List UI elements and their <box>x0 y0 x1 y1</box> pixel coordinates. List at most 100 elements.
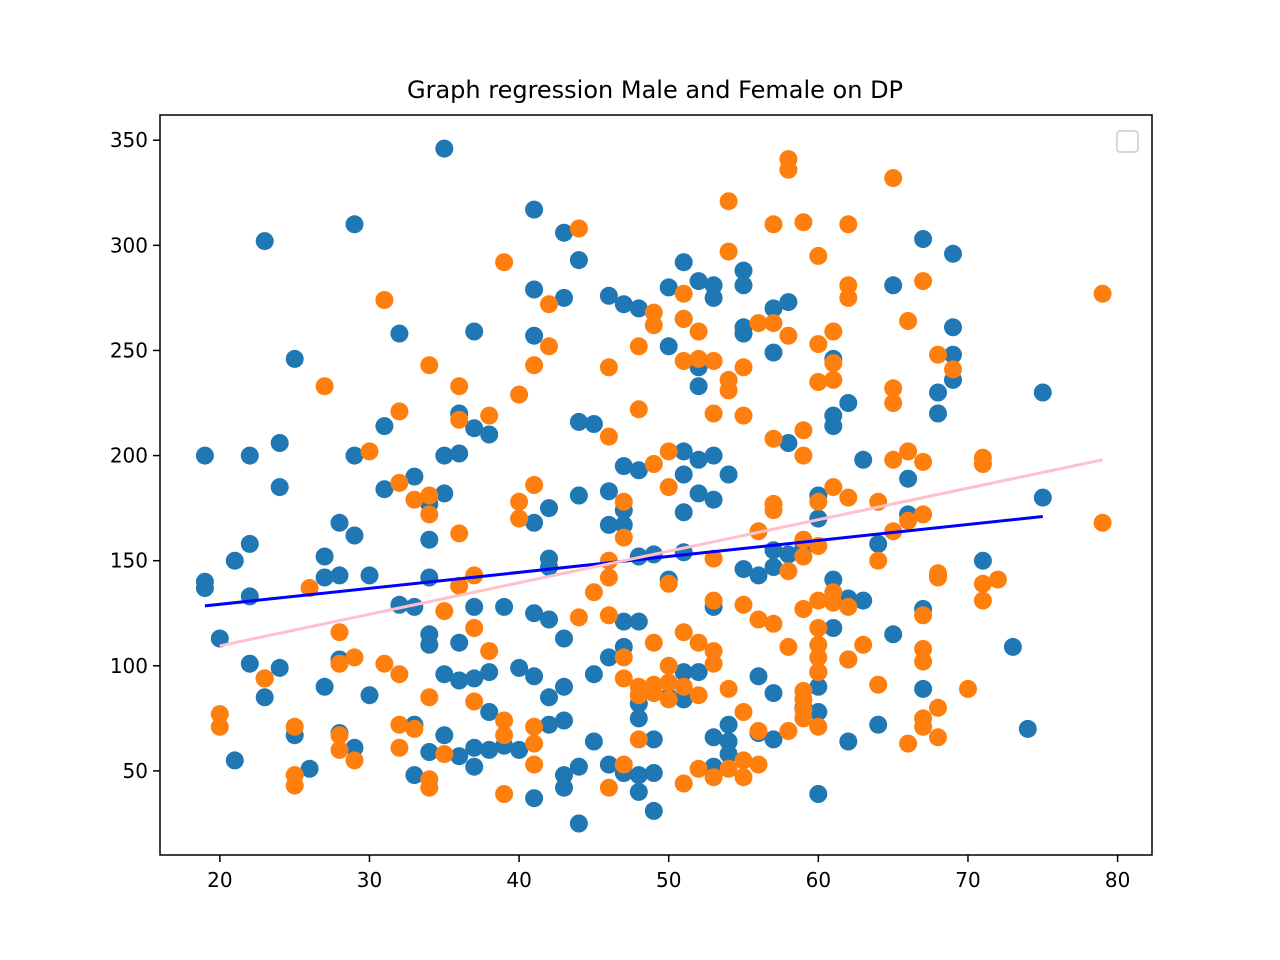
x-tick-label: 80 <box>1105 868 1130 892</box>
scatter-point <box>839 276 858 295</box>
scatter-point <box>420 486 439 505</box>
scatter-point <box>689 759 708 778</box>
scatter-point <box>525 280 544 299</box>
scatter-point <box>689 686 708 705</box>
scatter-point <box>315 547 334 566</box>
scatter-point <box>914 230 933 248</box>
scatter-point <box>599 427 618 446</box>
scatter-point <box>764 614 783 633</box>
scatter-point <box>704 768 723 787</box>
scatter-point <box>929 404 947 423</box>
scatter-point <box>465 322 484 341</box>
scatter-point <box>869 551 888 570</box>
scatter-point <box>764 299 783 318</box>
scatter-point <box>614 612 633 631</box>
scatter-point <box>614 457 633 476</box>
x-tick-label: 40 <box>506 868 531 892</box>
scatter-point <box>973 455 992 473</box>
y-tick-label: 250 <box>110 338 148 362</box>
scatter-point <box>629 400 648 419</box>
scatter-point <box>659 690 678 709</box>
scatter-point <box>599 648 618 667</box>
scatter-point <box>644 730 663 749</box>
scatter-point <box>390 473 409 492</box>
scatter-point <box>555 288 573 307</box>
scatter-point <box>1093 284 1112 303</box>
scatter-point <box>599 606 618 625</box>
y-tick-label: 150 <box>110 549 148 573</box>
scatter-point <box>465 692 484 711</box>
scatter-point <box>779 326 798 345</box>
scatter-point <box>884 169 903 188</box>
scatter-point <box>540 610 558 629</box>
scatter-point <box>689 272 708 291</box>
scatter-point <box>525 734 544 753</box>
scatter-point <box>629 709 648 728</box>
scatter-point <box>764 730 783 749</box>
scatter-point <box>225 751 244 770</box>
scatter-point <box>450 671 469 690</box>
scatter-point <box>614 648 633 667</box>
legend-box <box>1116 130 1139 153</box>
scatter-point <box>614 515 633 534</box>
scatter-point <box>764 215 783 234</box>
scatter-point <box>629 766 648 785</box>
scatter-point <box>809 619 828 637</box>
scatter-point <box>659 656 678 675</box>
scatter-point <box>240 446 259 465</box>
scatter-point <box>270 478 289 497</box>
scatter-point <box>599 515 618 534</box>
scatter-point <box>195 579 214 597</box>
scatter-point <box>659 442 678 461</box>
scatter-point <box>584 732 603 751</box>
x-tick-label: 60 <box>806 868 831 892</box>
scatter-point <box>674 442 693 461</box>
scatter-point <box>764 343 783 362</box>
scatter-point <box>704 549 723 568</box>
scatter-point <box>629 730 648 749</box>
chart-title: Graph regression Male and Female on DP <box>407 76 903 104</box>
scatter-point <box>1018 719 1037 738</box>
scatter-point <box>644 316 663 335</box>
scatter-point <box>809 703 828 721</box>
scatter-point <box>644 764 663 782</box>
scatter-point <box>749 610 768 629</box>
scatter-point <box>495 253 514 272</box>
scatter-point <box>659 478 678 497</box>
scatter-point <box>689 484 708 503</box>
scatter-point <box>569 486 588 505</box>
scatter-point <box>839 288 858 307</box>
scatter-point <box>390 324 409 343</box>
scatter-point <box>629 782 648 801</box>
scatter-point <box>510 658 529 677</box>
y-tick-label: 200 <box>110 444 148 468</box>
scatter-point <box>749 566 768 585</box>
scatter-point <box>435 726 454 745</box>
scatter-point <box>689 450 708 469</box>
scatter-point <box>540 295 558 314</box>
y-tick-label: 100 <box>110 654 148 678</box>
scatter-point <box>569 219 588 238</box>
scatter-point <box>435 665 454 684</box>
scatter-point <box>420 688 439 707</box>
scatter-point <box>719 732 738 751</box>
scatter-point <box>779 434 798 452</box>
scatter-point <box>794 530 813 549</box>
scatter-point <box>749 722 768 740</box>
scatter-point <box>824 370 843 389</box>
scatter-point <box>824 593 843 612</box>
y-tick-label: 300 <box>110 233 148 257</box>
scatter-point <box>779 562 798 581</box>
scatter-point <box>644 801 663 820</box>
scatter-point <box>704 591 723 610</box>
scatter-point <box>779 545 798 564</box>
scatter-point <box>779 722 798 740</box>
scatter-point <box>540 715 558 734</box>
scatter-point <box>599 482 618 501</box>
scatter-point <box>420 743 439 761</box>
x-tick-label: 70 <box>955 868 980 892</box>
scatter-point <box>330 726 349 745</box>
scatter-point <box>824 478 843 497</box>
scatter-point <box>644 633 663 652</box>
scatter-point <box>270 434 289 452</box>
